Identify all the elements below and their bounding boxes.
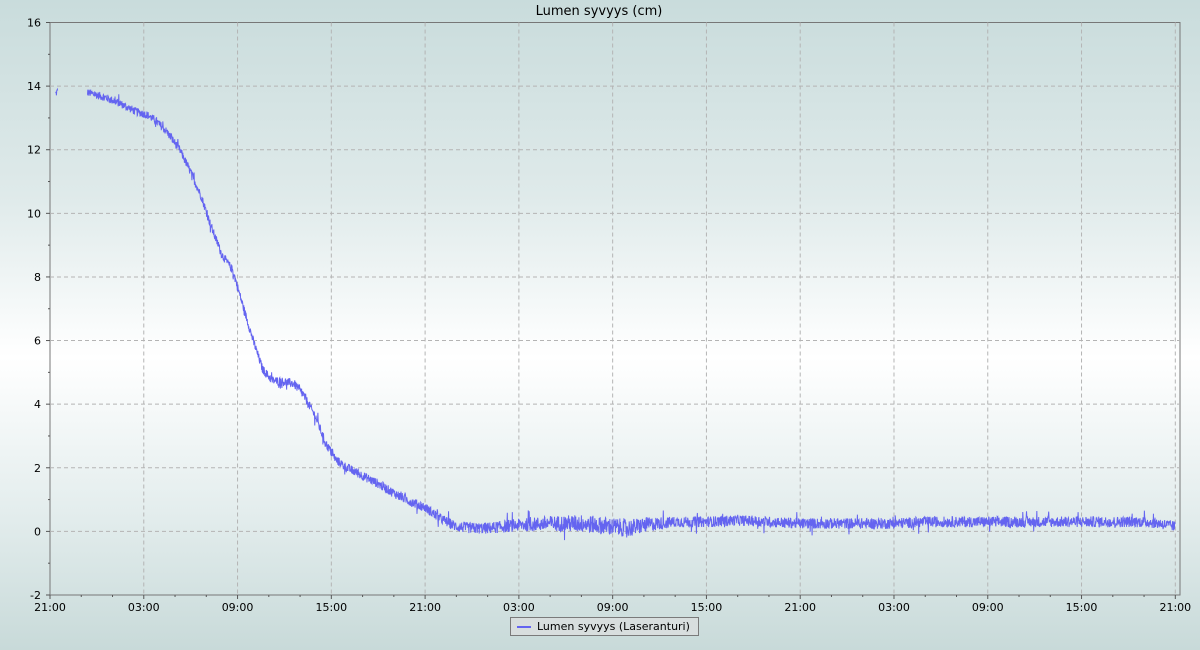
grid-lines (50, 22, 1180, 595)
y-tick-label: 14 (27, 80, 41, 93)
legend: Lumen syvyys (Laseranturi) (510, 617, 699, 636)
series-line (55, 87, 59, 96)
x-tick-label: 15:00 (691, 601, 723, 614)
x-tick-label: 09:00 (972, 601, 1004, 614)
y-tick-label: 2 (34, 462, 41, 475)
y-tick-label: 4 (34, 398, 41, 411)
x-tick-label: 15:00 (1066, 601, 1098, 614)
plot-area-frame (49, 22, 1181, 596)
y-tick-label: 10 (27, 207, 41, 220)
y-tick-label: 8 (34, 271, 41, 284)
axes: -2 0 2 4 6 8 10 12 14 16 21:00 03:00 09:00 15:00 21:00… (27, 17, 1191, 615)
x-tick-label: 15:00 (315, 601, 347, 614)
series-layer (55, 87, 1176, 541)
x-tick-label: 09:00 (597, 601, 629, 614)
series-line (87, 89, 1176, 541)
x-tick-label: 21:00 (784, 601, 816, 614)
x-tick-label: 03:00 (128, 601, 160, 614)
legend-label: Lumen syvyys (Laseranturi) (537, 619, 690, 633)
y-tick-label: 6 (34, 335, 41, 348)
x-tick-label: 21:00 (409, 601, 441, 614)
chart-title: Lumen syvyys (cm) (536, 4, 663, 19)
x-tick-label: 03:00 (878, 601, 910, 614)
y-tick-label: 12 (27, 144, 41, 157)
y-tick-label: 0 (34, 525, 41, 538)
y-tick-label: 16 (27, 17, 41, 30)
y-tick-label: -2 (30, 589, 41, 602)
x-tick-label: 03:00 (503, 601, 535, 614)
legend-swatch (517, 625, 531, 628)
x-tick-label: 21:00 (1159, 601, 1191, 614)
x-tick-label: 09:00 (222, 601, 254, 614)
x-tick-label: 21:00 (34, 601, 66, 614)
